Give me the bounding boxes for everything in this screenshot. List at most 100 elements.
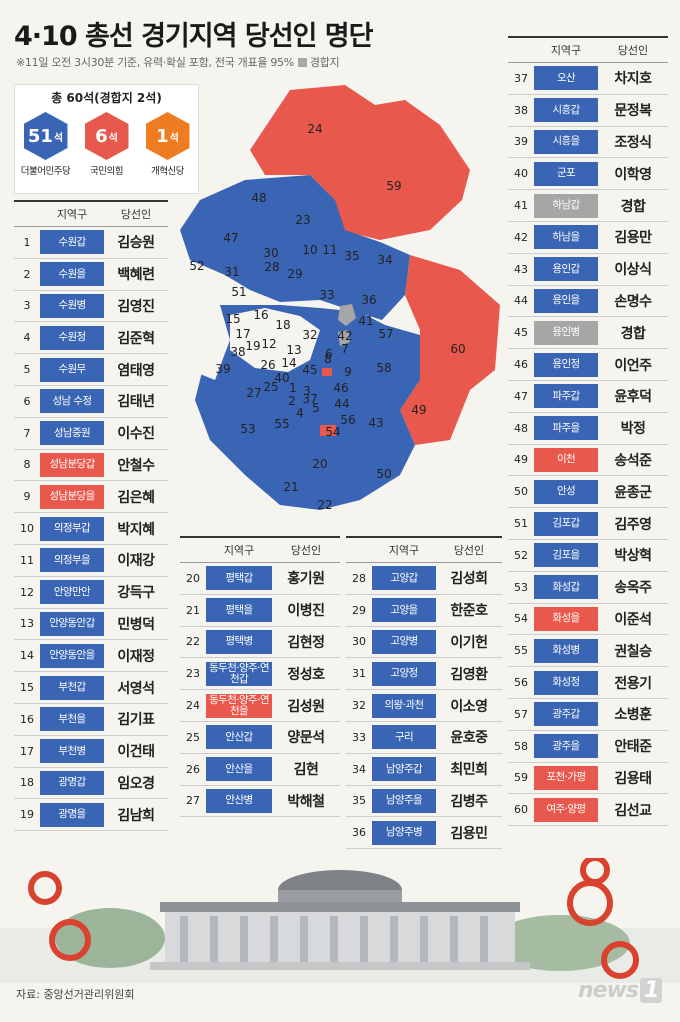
header-district: 지역구 [223, 544, 255, 557]
results-table-3: 지역구 당선인 28 고양갑 김성회 29 고양을 한준호 30 고양병 이기헌 31 고양정 김영환… [346, 536, 502, 850]
table-row: 23 동두천·양주·연천갑 정성호 [180, 658, 340, 691]
table-row: 40 군포 이학영 [508, 158, 668, 191]
header-district: 지역구 [550, 44, 582, 57]
district-name: 화성을 [534, 606, 598, 631]
district-name: 성남중원 [40, 421, 104, 446]
district-name: 김포갑 [534, 511, 598, 536]
row-number: 40 [514, 167, 528, 181]
winner-name: 이준석 [614, 611, 652, 628]
row-number: 36 [352, 826, 366, 840]
row-number: 50 [514, 485, 528, 499]
row-number: 12 [20, 585, 34, 599]
map-district-label: 15 [225, 312, 240, 326]
party-name: 더불어민주당 [20, 166, 71, 177]
table-row: 34 남양주갑 최민희 [346, 754, 502, 786]
winner-name: 손명수 [614, 293, 652, 310]
red-54 [320, 425, 336, 436]
row-number: 25 [186, 730, 200, 744]
table-row: 59 포천·가평 김용태 [508, 763, 668, 795]
table-row: 54 화성을 이준석 [508, 604, 668, 636]
map-district-label: 29 [287, 267, 302, 281]
region-red-east [400, 255, 500, 445]
district-name: 성남분당갑 [40, 452, 104, 477]
table-row: 10 의정부갑 박지혜 [14, 513, 168, 545]
district-name: 안양만안 [40, 580, 104, 605]
winner-name: 박해철 [287, 793, 325, 810]
winner-name: 김기표 [117, 712, 155, 729]
table-row: 29 고양을 한준호 [346, 595, 502, 627]
seat-summary-heading: 총 60석(경합지 2석) [51, 91, 162, 105]
row-number: 30 [352, 635, 366, 649]
header-district: 지역구 [388, 544, 420, 557]
district-name: 의정부갑 [40, 516, 104, 541]
table-row: 36 남양주병 김용민 [346, 817, 502, 850]
row-number: 59 [514, 771, 528, 785]
district-name: 용인갑 [534, 257, 598, 282]
map-district-label: 42 [337, 329, 352, 343]
district-name: 용인정 [534, 352, 598, 377]
winner-name: 윤후덕 [614, 389, 652, 406]
seat-count: 6 [95, 125, 108, 147]
map-district-label: 27 [246, 386, 261, 400]
row-number: 13 [20, 617, 34, 631]
results-table-4: 지역구 당선인 37 오산 차지호 38 시흥갑 문정복 39 시흥을 조정식 40 군포 이학영 41… [508, 36, 668, 827]
winner-name: 김영환 [450, 666, 488, 683]
table-row: 7 성남중원 이수진 [14, 418, 168, 450]
table-row: 2 수원을 백혜련 [14, 259, 168, 291]
map-district-label: 25 [263, 380, 278, 394]
winner-name: 이병진 [287, 603, 325, 620]
vote-stamp-icons [28, 858, 639, 979]
winner-name: 차지호 [614, 71, 652, 88]
map-district-label: 28 [264, 260, 279, 274]
district-name: 하남을 [534, 225, 598, 250]
row-number: 54 [514, 612, 528, 626]
winner-name: 김용태 [614, 770, 652, 787]
map-district-label: 56 [340, 413, 355, 427]
map-district-label: 6 [325, 347, 333, 361]
map-district-label: 5 [312, 401, 320, 415]
seat-unit: 석 [108, 132, 118, 144]
row-number: 58 [514, 739, 528, 753]
map-district-label: 60 [450, 342, 465, 356]
row-number: 60 [514, 803, 528, 817]
map-district-label: 26 [260, 358, 275, 372]
source-note: 자료: 중앙선거관리위원회 [16, 988, 135, 1001]
winner-name: 윤호중 [450, 730, 488, 747]
header-winner: 당선인 [617, 44, 649, 57]
winner-name: 정성호 [287, 666, 325, 683]
winner-name: 송석준 [614, 452, 652, 469]
district-name: 용인병 [534, 320, 598, 345]
winner-name: 조정식 [614, 134, 652, 151]
map-district-label: 44 [334, 397, 349, 411]
map-district-label: 33 [319, 288, 334, 302]
winner-name: 김병주 [450, 793, 488, 810]
table-row: 20 평택갑 홍기원 [180, 563, 340, 595]
winner-name: 한준호 [450, 603, 488, 620]
winner-name: 이상식 [614, 262, 652, 279]
table-row: 4 수원정 김준혁 [14, 322, 168, 355]
table-header: 지역구 당선인 [180, 536, 340, 563]
table-row: 11 의정부을 이재강 [14, 545, 168, 577]
table-header: 지역구 당선인 [508, 36, 668, 63]
row-number: 2 [23, 267, 31, 281]
table-row: 48 파주을 박정 [508, 413, 668, 445]
row-number: 41 [514, 199, 528, 213]
row-number: 20 [186, 571, 200, 585]
table-row: 47 파주갑 윤후덕 [508, 381, 668, 413]
winner-name: 이기헌 [450, 634, 488, 651]
table-row: 45 용인병 경합 [508, 317, 668, 350]
table-row: 33 구리 윤호중 [346, 722, 502, 754]
map-district-label: 48 [251, 191, 266, 205]
row-number: 56 [514, 676, 528, 690]
map-district-label: 34 [377, 253, 392, 267]
winner-name: 이언주 [614, 357, 652, 374]
district-name: 동두천·양주·연천을 [206, 693, 272, 718]
map-district-label: 45 [302, 363, 317, 377]
winner-name: 김용만 [614, 230, 652, 247]
row-number: 55 [514, 644, 528, 658]
row-number: 33 [352, 730, 366, 744]
table-row: 14 안양동안을 이재정 [14, 640, 168, 673]
row-number: 11 [20, 553, 34, 567]
